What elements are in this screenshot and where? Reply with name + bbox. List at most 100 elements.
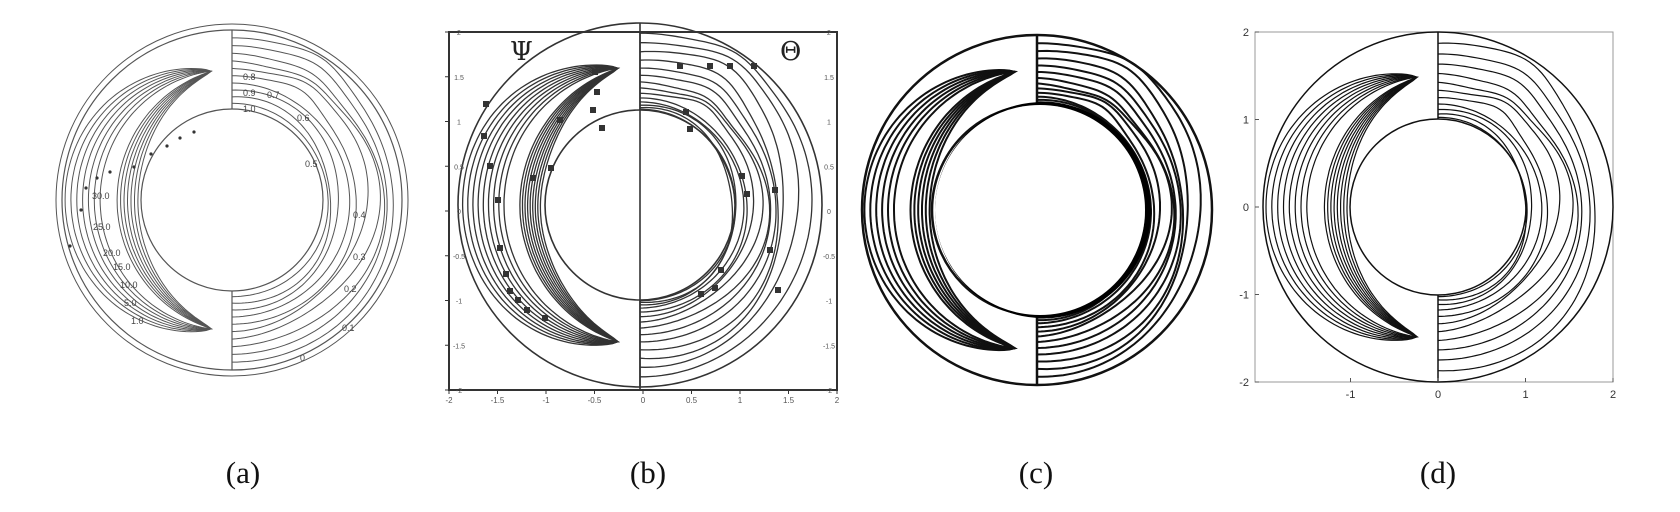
b-contour-label-mark <box>483 101 489 107</box>
d-psi-contour <box>1306 76 1418 338</box>
b-contour-label-mark <box>481 133 487 139</box>
a-theta-label: 0 <box>300 353 305 363</box>
d-y-tick-label: -2 <box>1239 377 1249 389</box>
b-x-tick-label: -1 <box>542 396 550 405</box>
b-x-tick-label: 2 <box>835 396 840 405</box>
b-y-tick-label: 1.5 <box>454 75 464 82</box>
b-y-tick-label-right: -1.5 <box>823 343 835 350</box>
d-x-tick-label: 0 <box>1435 389 1441 401</box>
d-theta-contour <box>1437 81 1574 333</box>
a-label-dot <box>108 170 112 174</box>
b-y-tick-label-right: -0.5 <box>823 254 835 261</box>
b-theta-contour <box>639 74 772 336</box>
b-theta-contour <box>640 67 777 343</box>
b-theta-contour <box>639 50 784 360</box>
panel-c <box>860 33 1214 387</box>
a-theta-contour <box>232 37 394 363</box>
b-x-tick-label: -2 <box>445 396 453 405</box>
d-inner-cylinder <box>1349 118 1527 296</box>
b-theta-contour <box>639 81 771 329</box>
b-contour-label-mark <box>707 63 713 69</box>
b-theta-contour <box>639 59 779 351</box>
d-x-tick-label: 1 <box>1522 389 1528 401</box>
b-contour-label-mark <box>744 191 750 197</box>
b-contour-label-mark <box>594 89 600 95</box>
b-y-tick-label: 0 <box>457 209 461 216</box>
b-theta-contour <box>639 106 734 304</box>
d-theta-contour <box>1438 97 1549 317</box>
caption-d: (d) <box>1419 455 1457 490</box>
a-theta-label: 0.4 <box>353 210 366 220</box>
b-contour-label-mark <box>590 107 596 113</box>
b-contour-label-mark <box>495 197 501 203</box>
a-psi-label: 15.0 <box>113 262 131 272</box>
b-contour-label-mark <box>542 315 548 321</box>
d-theta-contour <box>1437 89 1561 325</box>
d-x-tick-label: 2 <box>1610 389 1616 401</box>
b-contour-label-mark <box>515 297 521 303</box>
b-theta-contour <box>639 104 737 306</box>
b-x-tick-label: -0.5 <box>588 396 602 405</box>
c-inner-fill <box>935 105 1145 315</box>
a-theta-label: 0.2 <box>344 284 357 294</box>
c-theta-contour <box>1036 42 1202 378</box>
d-theta-contour <box>1437 53 1591 361</box>
b-y-tick-label-right: 1 <box>827 120 831 127</box>
c-theta-contour <box>1036 57 1185 363</box>
a-theta-contour <box>231 52 386 348</box>
a-theta-contour <box>231 45 388 355</box>
b-theta-contour <box>640 32 813 378</box>
a-theta-contour <box>231 60 381 340</box>
b-y-tick-label-right: 1.5 <box>824 75 834 82</box>
d-y-tick-label: 2 <box>1243 27 1249 39</box>
a-psi-label: 10.0 <box>120 280 138 290</box>
a-label-dot <box>95 176 99 180</box>
b-contour-label-mark <box>772 187 778 193</box>
a-theta-contour <box>231 102 329 298</box>
a-label-dot <box>192 130 196 134</box>
b-psi-contour <box>503 67 619 343</box>
d-theta-contour <box>1437 113 1527 301</box>
b-theta-contour <box>639 92 755 318</box>
caption-b: (b) <box>629 455 667 490</box>
b-y-tick-label: 1 <box>457 120 461 127</box>
d-theta-contour <box>1437 103 1543 311</box>
b-contour-label-mark <box>497 245 503 251</box>
c-theta-contour <box>1036 49 1189 371</box>
c-theta-contour <box>1036 64 1182 356</box>
d-x-tick-label: -1 <box>1346 389 1356 401</box>
b-contour-label-mark <box>739 173 745 179</box>
panel-d: -1 0 1 2 2 1 0 -1 -2 <box>1239 27 1616 401</box>
d-theta-contour <box>1437 63 1583 351</box>
a-label-dot <box>68 244 72 248</box>
c-psi-contour <box>893 70 1016 350</box>
a-label-dot <box>149 152 153 156</box>
a-label-dot <box>79 208 83 212</box>
a-label-dot <box>165 144 169 148</box>
b-contour-label-mark <box>548 165 554 171</box>
psi-symbol: Ψ <box>510 37 533 67</box>
panel-b: Ψ Θ -2 -1.5 -1 -0.5 0 0.5 1 1.5 2 2 2 1.5 1.5 1 1 0.5 0.5 0… <box>445 22 840 405</box>
b-y-tick-label-right: 0.5 <box>824 164 834 171</box>
b-contour-label-mark <box>557 117 563 123</box>
b-x-tick-label: 1.5 <box>783 396 795 405</box>
a-theta-label: 0.8 <box>243 72 256 82</box>
a-theta-label: 0.6 <box>297 113 310 123</box>
d-theta-contour <box>1438 116 1528 298</box>
a-inner-cylinder <box>140 108 324 292</box>
a-theta-contour <box>231 89 339 311</box>
b-contour-label-mark <box>530 175 536 181</box>
d-theta-contour <box>1438 108 1533 306</box>
d-theta-contour <box>1437 42 1596 372</box>
a-theta-label: 0.7 <box>267 90 280 100</box>
d-y-tick-label: 0 <box>1243 202 1249 214</box>
b-contour-label-mark <box>751 63 757 69</box>
b-y-tick-label: -1.5 <box>453 343 465 350</box>
b-contour-label-mark <box>718 267 724 273</box>
b-contour-label-mark <box>683 109 689 115</box>
b-theta-contour <box>639 87 764 323</box>
c-theta-contour <box>1036 87 1161 333</box>
b-x-tick-label: 1 <box>738 396 743 405</box>
a-psi-label: 25.0 <box>93 222 111 232</box>
